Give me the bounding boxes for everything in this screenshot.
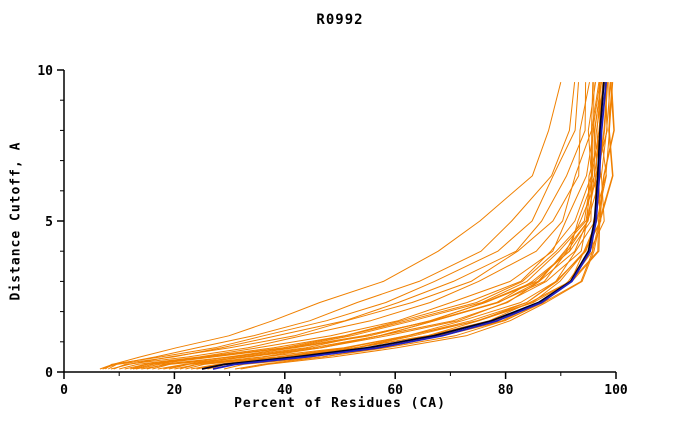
series-model-28 <box>141 82 602 370</box>
series-model-01 <box>190 82 607 370</box>
series-model-12 <box>107 82 587 370</box>
x-tick-label: 0 <box>60 383 68 398</box>
series-model-23 <box>132 82 601 370</box>
series-highlight-black <box>201 82 605 370</box>
series-model-14 <box>99 81 562 370</box>
series-model-13 <box>102 82 576 370</box>
y-tick-label: 0 <box>45 366 53 381</box>
series-model-19 <box>212 82 615 370</box>
series-highlight-blue <box>212 82 607 370</box>
x-axis-label: Percent of Residues (CA) <box>234 396 446 411</box>
chart-title: R0992 <box>316 12 364 28</box>
series-model-26 <box>168 82 608 370</box>
x-tick-label: 40 <box>277 383 293 398</box>
x-tick-label: 80 <box>498 383 514 398</box>
x-tick-label: 20 <box>167 383 183 398</box>
series-model-06 <box>135 82 601 370</box>
series-model-16 <box>130 82 600 370</box>
series-model-20 <box>119 82 595 370</box>
series-model-24 <box>185 82 609 370</box>
y-tick-label: 5 <box>45 215 53 230</box>
series-model-18 <box>179 82 608 370</box>
series-model-15 <box>110 82 590 370</box>
x-tick-label: 100 <box>604 383 628 398</box>
series-model-10 <box>201 82 608 370</box>
series-model-05 <box>223 82 615 370</box>
series-model-22 <box>157 82 605 370</box>
y-axis-label: Distance Cutoff, A <box>8 141 24 301</box>
x-tick-label: 60 <box>387 383 403 398</box>
y-tick-label: 10 <box>37 64 53 79</box>
series-model-21 <box>235 82 613 370</box>
series-model-11 <box>113 82 594 370</box>
series-model-25 <box>105 82 579 370</box>
series-model-08 <box>124 82 597 370</box>
